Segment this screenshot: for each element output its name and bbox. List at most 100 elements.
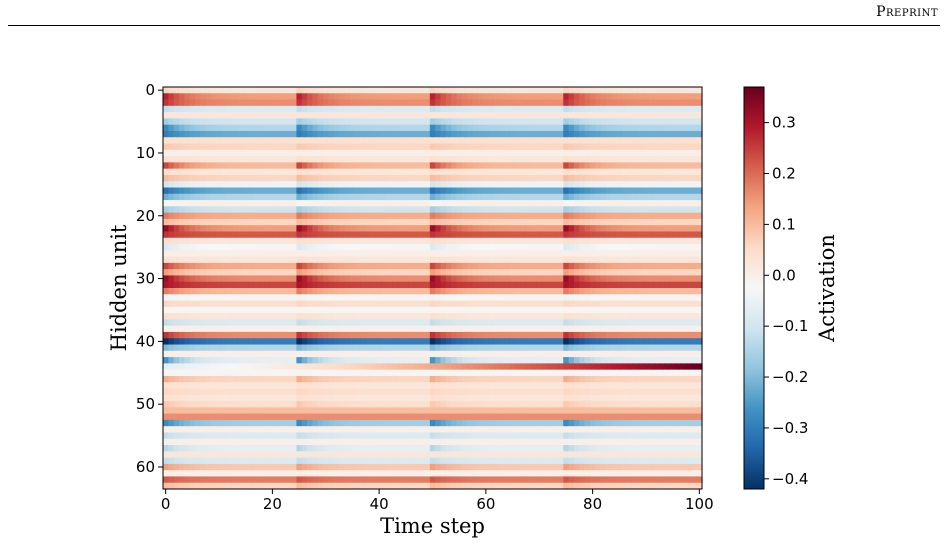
heatmap-cell [611,350,618,358]
heatmap-cell [488,375,495,383]
heatmap-cell [595,281,602,289]
heatmap-cell [317,99,324,107]
heatmap-cell [515,369,522,377]
heatmap-cell [472,388,479,396]
heatmap-cell [419,93,426,101]
heatmap-cell [392,294,399,302]
heatmap-cell [627,319,634,327]
heatmap-cell [392,162,399,170]
heatmap-cell [328,250,335,258]
heatmap-cell [317,275,324,283]
heatmap-cell [552,375,559,383]
heatmap-cell [632,168,639,176]
heatmap-cell [696,187,703,195]
heatmap-cell [568,105,575,113]
heatmap-cell [248,99,255,107]
heatmap-cell [413,105,420,113]
heatmap-cell [339,325,346,333]
heatmap-cell [589,149,596,157]
heatmap-cell [659,162,666,170]
heatmap-cell [584,382,591,390]
heatmap-cell [691,313,698,321]
heatmap-cell [285,112,292,120]
heatmap-cell [563,105,570,113]
heatmap-cell [371,105,378,113]
heatmap-cell [285,174,292,182]
heatmap-cell [392,130,399,138]
heatmap-cell [248,149,255,157]
heatmap-cell [536,200,543,207]
heatmap-cell [499,244,506,251]
heatmap-cell [397,168,404,176]
heatmap-cell [232,149,239,157]
heatmap-cell [333,149,340,157]
heatmap-cell [531,382,538,390]
heatmap-cell [472,99,479,107]
heatmap-cell [664,331,671,339]
heatmap-cell [200,344,207,352]
heatmap-cell [355,331,362,339]
heatmap-cell [339,174,346,182]
heatmap-cell [237,375,244,383]
heatmap-cell [173,275,180,283]
heatmap-cell [301,206,308,214]
heatmap-cell [440,363,447,371]
heatmap-cell [627,137,634,145]
heatmap-cell [472,225,479,233]
heatmap-cell [467,112,474,120]
heatmap-cell [461,149,468,157]
heatmap-cell [557,288,564,295]
heatmap-cell [669,200,676,207]
heatmap-cell [525,218,532,226]
heatmap-cell [595,288,602,295]
heatmap-cell [696,288,703,295]
heatmap-cell [413,112,420,120]
heatmap-cell [493,331,500,339]
heatmap-cell [509,281,516,289]
heatmap-cell [541,363,548,371]
heatmap-cell [520,93,527,101]
heatmap-cell [243,156,249,163]
heatmap-cell [451,218,458,226]
heatmap-cell [659,331,666,339]
heatmap-cell [317,306,324,314]
heatmap-cell [525,306,532,314]
heatmap-cell [573,162,580,170]
heatmap-cell [269,369,276,377]
heatmap-cell [179,143,185,151]
heatmap-cell [339,149,346,157]
heatmap-cell [589,181,596,189]
heatmap-cell [243,225,249,233]
heatmap-cell [595,181,602,189]
heatmap-cell [525,300,532,308]
heatmap-cell [456,275,463,283]
heatmap-cell [467,275,474,283]
heatmap-cell [392,118,399,126]
heatmap-cell [493,137,500,145]
heatmap-cell [680,275,687,283]
heatmap-cell [552,237,559,245]
heatmap-cell [643,344,650,352]
heatmap-cell [664,130,671,138]
heatmap-cell [547,363,554,371]
heatmap-cell [616,168,623,176]
heatmap-cell [440,369,447,377]
heatmap-cell [664,162,671,170]
heatmap-cell [659,87,666,94]
heatmap-cell [616,250,623,258]
heatmap-cell [680,375,687,383]
heatmap-cell [344,200,351,207]
heatmap-cell [488,269,495,277]
heatmap-cell [456,193,463,201]
heatmap-cell [685,256,692,264]
heatmap-cell [675,87,682,94]
heatmap-cell [547,244,554,251]
heatmap-cell [365,118,372,126]
heatmap-cell [515,269,522,277]
heatmap-cell [243,206,249,214]
heatmap-cell [371,350,378,358]
heatmap-cell [376,388,383,396]
heatmap-cell [600,168,607,176]
heatmap-cell [493,149,500,157]
heatmap-cell [269,237,276,245]
